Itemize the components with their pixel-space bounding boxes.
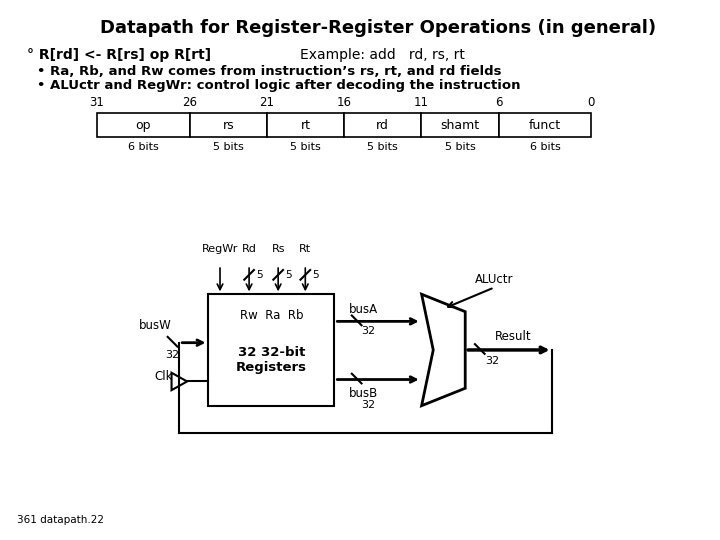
Text: Rw  Ra  Rb: Rw Ra Rb	[240, 309, 303, 322]
Text: 6 bits: 6 bits	[529, 142, 560, 152]
Text: 11: 11	[414, 96, 429, 109]
Text: 26: 26	[182, 96, 197, 109]
Bar	[498, 113, 591, 137]
Text: 32: 32	[361, 326, 375, 336]
Text: 5 bits: 5 bits	[290, 142, 321, 152]
Text: busB: busB	[348, 387, 378, 400]
Text: 21: 21	[259, 96, 274, 109]
Text: 5: 5	[256, 270, 263, 280]
Text: Rt: Rt	[300, 244, 311, 254]
Text: • Ra, Rb, and Rw comes from instruction’s rs, rt, and rd fields: • Ra, Rb, and Rw comes from instruction’…	[37, 65, 501, 78]
Text: rt: rt	[300, 119, 310, 132]
Text: 32 32-bit: 32 32-bit	[238, 346, 305, 359]
Text: 32: 32	[166, 350, 179, 360]
Text: funct: funct	[528, 119, 561, 132]
Polygon shape	[171, 373, 187, 390]
Bar	[189, 113, 267, 137]
Text: Rd: Rd	[242, 244, 256, 254]
Bar	[344, 113, 421, 137]
Text: 0: 0	[588, 96, 595, 109]
Text: • ALUctr and RegWr: control logic after decoding the instruction: • ALUctr and RegWr: control logic after …	[37, 79, 521, 92]
Text: Datapath for Register-Register Operations (in general): Datapath for Register-Register Operation…	[100, 19, 656, 37]
Text: 32: 32	[485, 356, 500, 366]
Text: rd: rd	[377, 119, 389, 132]
Text: op: op	[135, 119, 151, 132]
Text: ° R[rd] <- R[rs] op R[rt]: ° R[rd] <- R[rs] op R[rt]	[27, 48, 211, 62]
Text: Example: add   rd, rs, rt: Example: add rd, rs, rt	[300, 48, 465, 62]
Text: 5: 5	[285, 270, 292, 280]
Text: 361 datapath.22: 361 datapath.22	[17, 515, 104, 525]
Text: Result: Result	[495, 330, 532, 343]
Text: busA: busA	[349, 303, 378, 316]
Bar	[208, 294, 334, 406]
Bar	[267, 113, 344, 137]
Text: Clk: Clk	[155, 370, 173, 383]
Text: busW: busW	[139, 319, 171, 332]
Text: 5: 5	[312, 270, 319, 280]
Text: 5 bits: 5 bits	[213, 142, 243, 152]
Text: 6: 6	[495, 96, 503, 109]
Text: shamt: shamt	[441, 119, 480, 132]
Text: 5 bits: 5 bits	[444, 142, 475, 152]
Text: 5 bits: 5 bits	[367, 142, 398, 152]
Bar	[97, 113, 189, 137]
Text: 31: 31	[89, 96, 104, 109]
Text: RegWr: RegWr	[202, 244, 238, 254]
Text: Registers: Registers	[236, 361, 307, 374]
Bar	[421, 113, 498, 137]
Text: rs: rs	[222, 119, 234, 132]
Text: 16: 16	[336, 96, 351, 109]
Text: 6 bits: 6 bits	[128, 142, 158, 152]
Text: ALUctr: ALUctr	[475, 273, 513, 286]
Text: 32: 32	[361, 400, 375, 410]
Polygon shape	[422, 294, 465, 406]
Text: Rs: Rs	[271, 244, 285, 254]
